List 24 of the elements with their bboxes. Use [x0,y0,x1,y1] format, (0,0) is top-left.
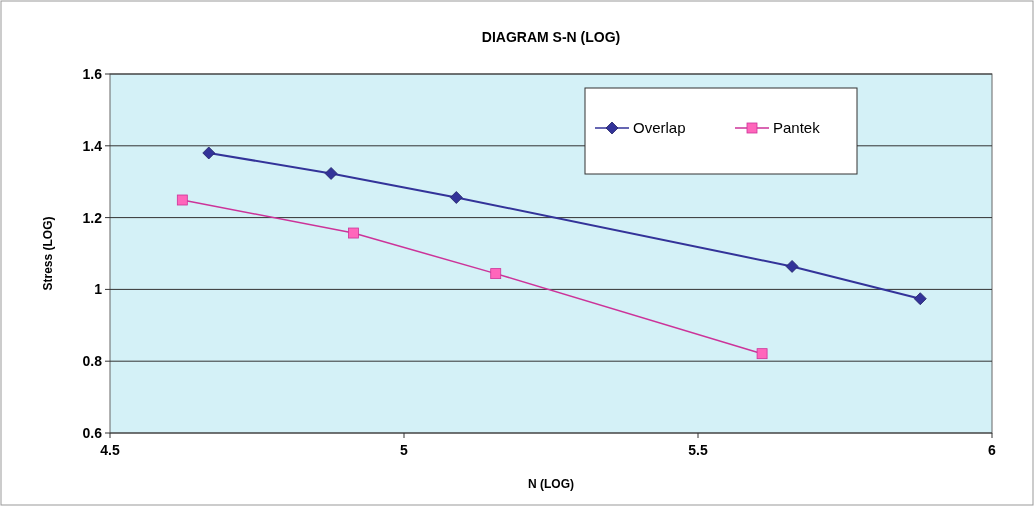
point [202,146,216,160]
y-tick-label: 1 [94,281,103,298]
y-tick-label: 0.6 [82,424,103,441]
point [490,268,502,279]
legend-label: Overlap [633,119,686,137]
x-tick-label: 6 [988,442,997,458]
x-tick-label: 4.5 [100,442,120,458]
y-tick-label: 1.2 [82,209,103,226]
x-tick-label: 5 [400,442,409,458]
y-tick-label: 1.6 [82,65,103,82]
legend-label: Pantek [773,119,821,137]
y-tick-label: 1.4 [82,137,103,154]
y-axis-title: Stress (LOG) [41,216,55,291]
chart-title: DIAGRAM S-N (LOG) [481,29,621,45]
x-tick-label: 5.5 [688,442,708,458]
point [913,292,927,306]
point [449,191,463,204]
point [176,194,188,206]
point [324,167,338,180]
point [756,348,768,360]
point [785,260,799,273]
y-tick-label: 0.8 [82,353,103,370]
x-axis-title: N (LOG) [528,477,574,491]
point [348,227,359,239]
